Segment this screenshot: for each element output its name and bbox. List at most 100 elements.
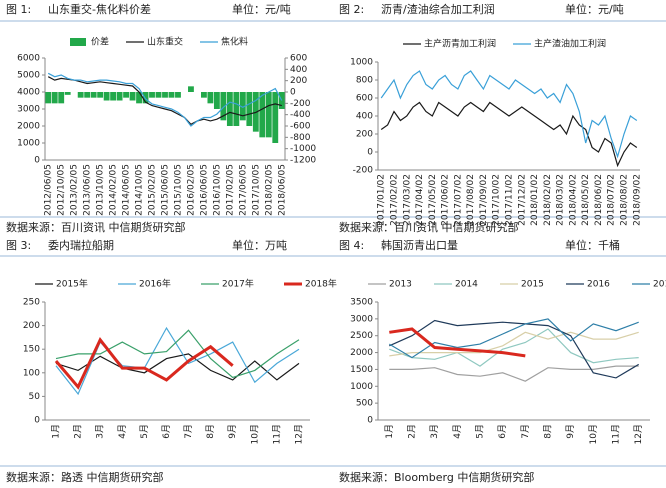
x-tick-label: 2018/03/02 bbox=[556, 174, 566, 226]
x-tick-label: 2017/07/02 bbox=[453, 174, 463, 226]
chart-title: 沥青/渣油综合加工利润 bbox=[381, 2, 495, 16]
x-tick-label: 2012/10/05 bbox=[57, 164, 67, 216]
bar bbox=[116, 92, 123, 101]
x-tick-label: 5月 bbox=[139, 424, 150, 439]
x-tick-label: 12月 bbox=[633, 424, 644, 444]
x-tick-label: 4月 bbox=[452, 424, 463, 439]
x-tick-label: 1月 bbox=[51, 424, 62, 439]
bar bbox=[51, 92, 58, 104]
x-tick-label: 2018/08/02 bbox=[620, 174, 630, 226]
bar bbox=[90, 92, 97, 98]
legend-label: 主产沥青加工利润 bbox=[424, 38, 496, 50]
x-tick-label: 2018/04/02 bbox=[568, 174, 578, 226]
y-tick-label: 6000 bbox=[17, 54, 40, 64]
bar bbox=[188, 86, 194, 92]
series-line bbox=[55, 353, 300, 381]
y-tick-label: 800 bbox=[356, 76, 373, 86]
unit-label: 单位：千桶 bbox=[565, 238, 620, 252]
x-tick-label: 2018/09/02 bbox=[632, 174, 642, 226]
x-tick-label: 7月 bbox=[183, 424, 194, 439]
x-tick-label: 10月 bbox=[249, 424, 260, 444]
x-tick-label: 2017/10/05 bbox=[251, 164, 261, 216]
y-tick-label: 50 bbox=[29, 392, 41, 402]
y-tick-label: 600 bbox=[356, 94, 373, 104]
x-tick-label: 2017/12/02 bbox=[517, 174, 527, 226]
legend-label: 焦化料 bbox=[221, 36, 248, 48]
y-tick-label: 1000 bbox=[17, 139, 40, 149]
bar bbox=[220, 92, 227, 121]
y-tick-label: 0 bbox=[34, 416, 40, 426]
bar bbox=[201, 92, 207, 98]
y2-tick-label: 200 bbox=[290, 76, 307, 86]
figure-label: 图 1: bbox=[6, 3, 31, 16]
x-tick-label: 2月 bbox=[407, 424, 418, 439]
figure-label: 图 2: bbox=[339, 3, 364, 16]
y-tick-label: 200 bbox=[356, 130, 373, 140]
series-line bbox=[380, 70, 638, 159]
x-tick-label: 2018/06/02 bbox=[594, 174, 604, 226]
y2-tick-label: 0 bbox=[290, 88, 296, 98]
series-line bbox=[389, 328, 639, 367]
bar bbox=[272, 92, 279, 143]
chart-title: 山东重交-焦化料价差 bbox=[48, 2, 151, 16]
y-tick-label: 2500 bbox=[350, 331, 373, 341]
legend-label: 2014 bbox=[455, 280, 478, 290]
x-tick-label: 2017/05/02 bbox=[428, 174, 438, 226]
x-tick-label: 2015/06/05 bbox=[161, 164, 171, 216]
x-tick-label: 8月 bbox=[205, 424, 216, 439]
x-tick-label: 2月 bbox=[73, 424, 84, 439]
x-tick-label: 2016/06/05 bbox=[199, 164, 209, 216]
source-note: 数据来源：百川资讯 中信期货研究部 bbox=[339, 220, 519, 234]
bar bbox=[207, 92, 214, 104]
y-tick-label: 4000 bbox=[17, 88, 40, 98]
x-tick-label: 2017/06/05 bbox=[238, 164, 248, 216]
bar bbox=[84, 92, 91, 98]
series-line bbox=[55, 329, 300, 379]
y-tick-label: 250 bbox=[23, 298, 40, 308]
y2-tick-label: -1200 bbox=[290, 156, 316, 166]
x-tick-label: 2017/03/02 bbox=[402, 174, 412, 226]
y-tick-label: 100 bbox=[23, 368, 40, 378]
bar bbox=[77, 92, 84, 98]
bar bbox=[58, 92, 65, 104]
x-tick-label: 4月 bbox=[117, 424, 128, 439]
x-tick-label: 11月 bbox=[271, 424, 282, 444]
x-tick-label: 6月 bbox=[161, 424, 172, 439]
y-tick-label: 0 bbox=[367, 416, 373, 426]
series-line bbox=[389, 331, 639, 357]
chart-title: 委内瑞拉船期 bbox=[48, 238, 114, 252]
y-tick-label: 0 bbox=[367, 148, 373, 158]
series-line bbox=[389, 327, 526, 358]
x-tick-label: 2018/06/05 bbox=[277, 164, 287, 216]
y2-tick-label: -600 bbox=[290, 122, 311, 132]
bar bbox=[123, 92, 129, 98]
series-line bbox=[380, 101, 638, 168]
y-tick-label: 2000 bbox=[350, 348, 373, 358]
y-tick-label: 400 bbox=[356, 112, 373, 122]
x-tick-label: 2012/06/05 bbox=[44, 164, 54, 216]
x-tick-label: 2017/08/02 bbox=[466, 174, 476, 226]
x-tick-label: 2017/02/02 bbox=[389, 174, 399, 226]
series-line bbox=[389, 319, 640, 379]
bar bbox=[226, 92, 233, 126]
x-tick-label: 12月 bbox=[293, 424, 304, 444]
y-tick-label: 5000 bbox=[17, 71, 40, 81]
bar bbox=[162, 92, 168, 98]
x-tick-label: 2016/10/05 bbox=[212, 164, 222, 216]
figure-label: 图 4: bbox=[339, 239, 364, 252]
x-tick-label: 2015/02/05 bbox=[148, 164, 158, 216]
bar bbox=[142, 92, 149, 104]
legend-label: 2017 bbox=[653, 280, 666, 290]
legend-label: 2017年 bbox=[222, 278, 254, 290]
bar bbox=[168, 92, 175, 98]
x-tick-label: 2018/07/02 bbox=[607, 174, 617, 226]
y2-tick-label: -400 bbox=[290, 110, 311, 120]
y-tick-label: 200 bbox=[23, 321, 40, 331]
bar bbox=[103, 92, 110, 101]
x-tick-label: 3月 bbox=[429, 424, 440, 439]
x-tick-label: 2017/09/02 bbox=[479, 174, 489, 226]
x-tick-label: 2017/02/05 bbox=[225, 164, 235, 216]
x-tick-label: 2014/02/05 bbox=[109, 164, 119, 216]
x-tick-label: 2018/02/02 bbox=[543, 174, 553, 226]
